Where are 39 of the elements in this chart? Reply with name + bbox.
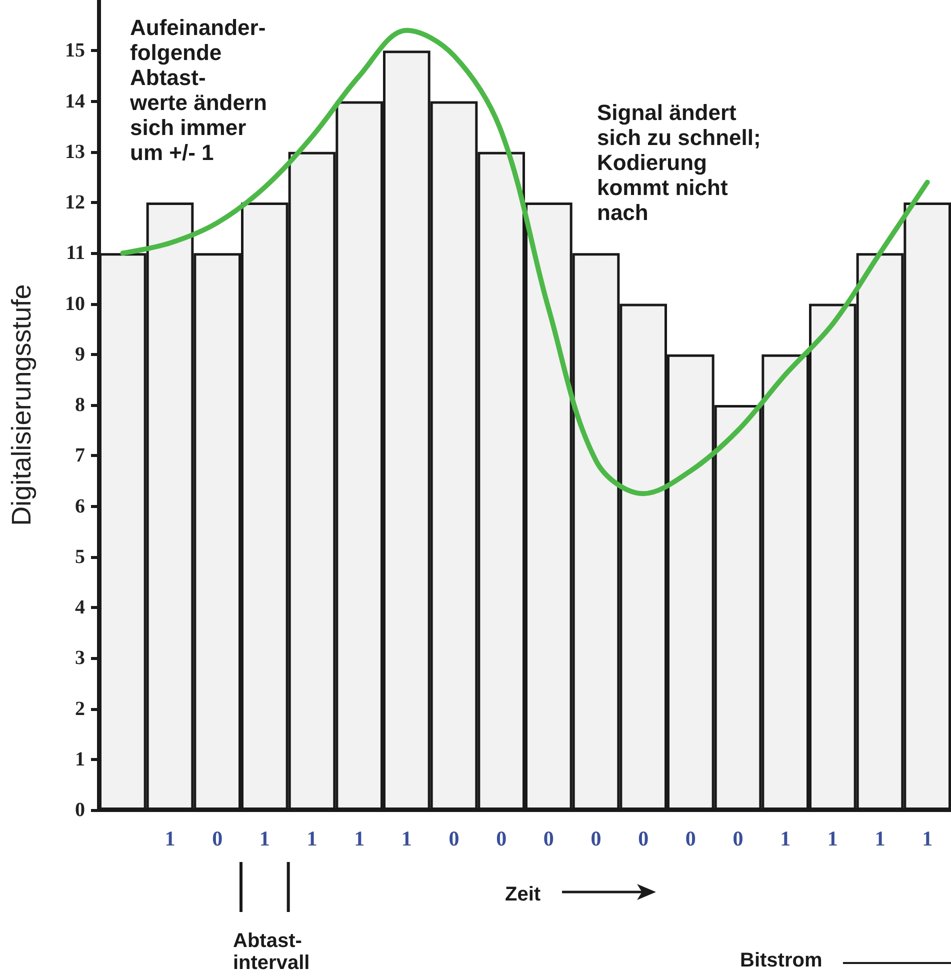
y-tick-label: 13 — [65, 140, 85, 163]
y-tick-label: 11 — [66, 242, 85, 264]
x-axis-title: Zeit — [505, 884, 541, 906]
x-tick-label: 0 — [212, 826, 223, 850]
y-tick-label: 12 — [65, 192, 85, 214]
x-tick-label: 1 — [306, 826, 318, 850]
x-tick-label: 1 — [827, 826, 838, 850]
x-tick-label: 0 — [590, 826, 602, 850]
x-tick-label: 1 — [874, 826, 886, 850]
y-tick-label: 5 — [75, 546, 85, 568]
x-tick-label: 1 — [259, 826, 270, 850]
x-tick-label: 1 — [401, 826, 412, 850]
y-tick-label: 6 — [75, 495, 85, 518]
y-tick-label: 7 — [75, 444, 85, 467]
y-tick-label: 0 — [75, 799, 85, 821]
y-axis-title: Digitalisierungsstufe — [6, 284, 36, 526]
y-tick-label: 15 — [65, 40, 85, 62]
x-tick-label: 0 — [543, 826, 554, 850]
y-tick-label: 9 — [75, 343, 85, 366]
annotation: Aufeinander- folgende Abtast- werte ändern sich immer um +/- 1 — [129, 15, 267, 165]
x-tick-label: 0 — [448, 826, 460, 850]
y-tick-label: 2 — [75, 698, 85, 720]
x-tick-label: 1 — [922, 826, 933, 850]
y-tick-label: 3 — [75, 647, 85, 670]
y-tick-label: 4 — [75, 596, 85, 618]
x-tick-label: 1 — [780, 826, 791, 850]
x-tick-label: 0 — [732, 826, 744, 850]
x-tick-label: 1 — [354, 826, 365, 850]
y-tick-label: 8 — [75, 394, 85, 416]
text: Abtast- intervall — [233, 930, 310, 974]
annotation: Signal ändert sich zu schnell; Kodierung kommt nicht nach — [597, 100, 761, 225]
x-tick-label: 1 — [164, 826, 176, 850]
x-tick-label: 0 — [685, 826, 696, 850]
text: Bitstrom — [740, 950, 822, 972]
x-tick-label: 0 — [638, 826, 649, 850]
y-tick-label: 14 — [65, 90, 85, 112]
y-tick-label: 10 — [65, 292, 85, 315]
y-tick-label: 1 — [75, 748, 85, 770]
x-tick-label: 0 — [496, 826, 507, 850]
